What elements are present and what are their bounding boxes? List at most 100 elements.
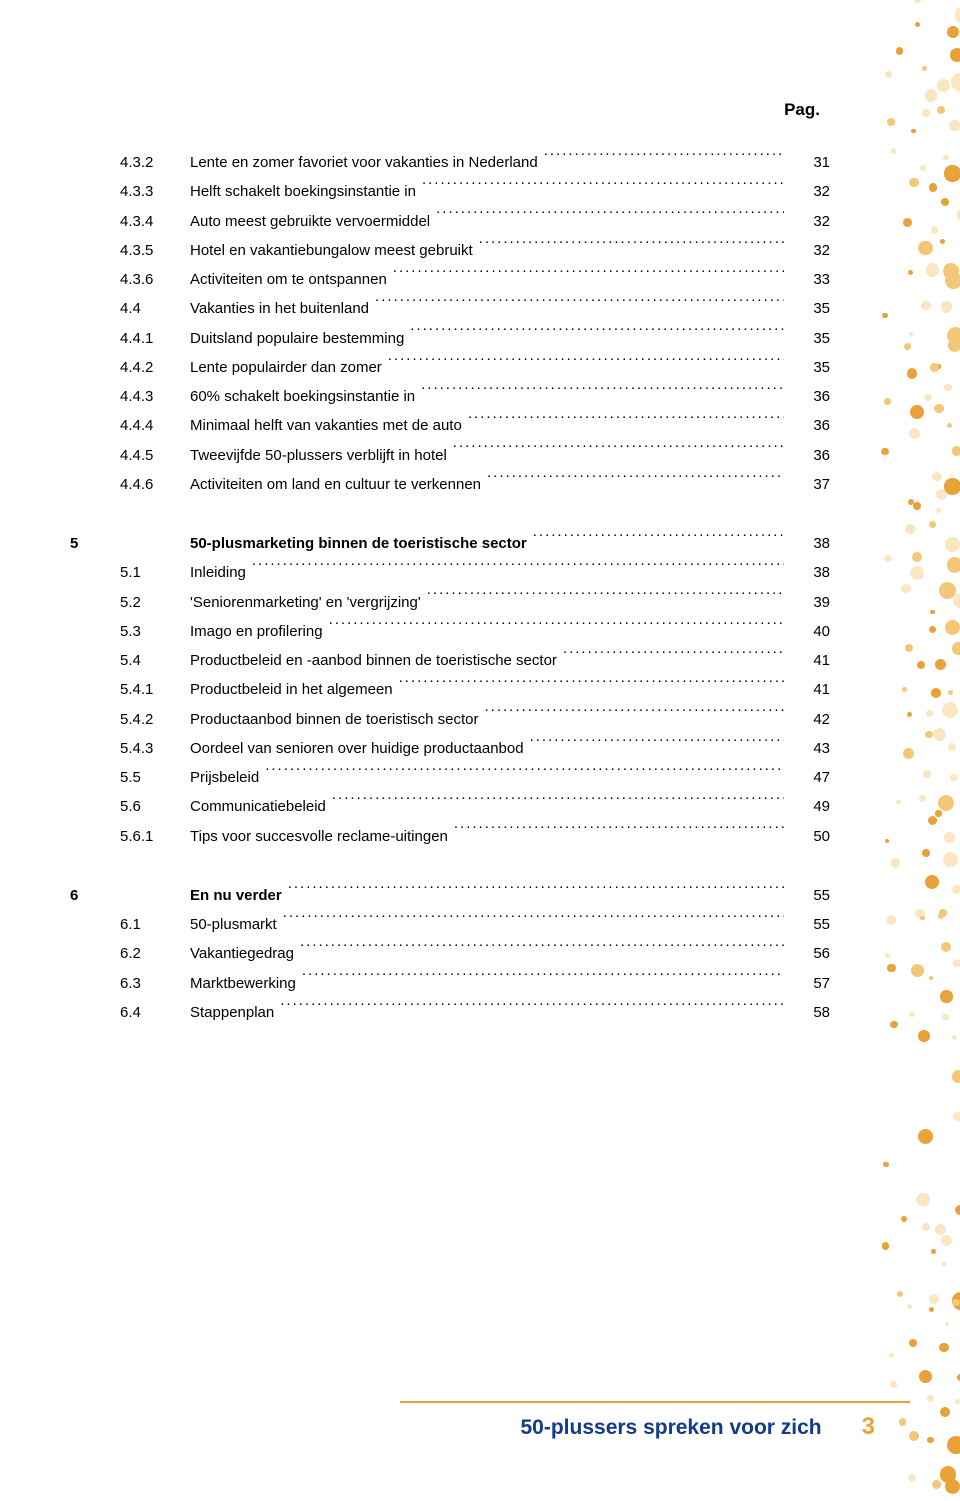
decorative-dot: [881, 448, 888, 455]
decorative-dot: [952, 885, 960, 893]
decorative-dot: [896, 47, 903, 54]
page-number: 47: [784, 763, 830, 792]
toc-row: 6.2Vakantiegedrag56: [70, 939, 830, 968]
toc-block: 6En nu verder556.150-plusmarkt556.2Vakan…: [70, 881, 830, 1027]
section-number: 4.3.3: [120, 177, 190, 206]
decorative-dot: [911, 129, 916, 134]
page-number: 32: [784, 207, 830, 236]
decorative-dot: [929, 626, 936, 633]
dot-leader: [427, 589, 784, 607]
section-title: Inleiding: [190, 558, 252, 587]
decorative-dot: [942, 702, 958, 718]
decorative-dot: [903, 218, 912, 227]
section-number: 5.5: [120, 763, 190, 792]
decorative-dot: [926, 710, 933, 717]
toc-row: 4.3.6Activiteiten om te ontspannen33: [70, 265, 830, 294]
decorative-dot: [952, 1035, 957, 1040]
dot-leader: [422, 178, 784, 196]
toc-row: 4.3.5Hotel en vakantiebungalow meest geb…: [70, 236, 830, 265]
decorative-dot: [923, 770, 931, 778]
section-title: Hotel en vakantiebungalow meest gebruikt: [190, 236, 479, 265]
page-number: 41: [784, 646, 830, 675]
decorative-dot: [889, 1353, 894, 1358]
section-number: 6.3: [120, 969, 190, 998]
decorative-dot: [935, 1224, 946, 1235]
decorative-dot: [925, 875, 939, 889]
section-number: 4.4.6: [120, 470, 190, 499]
page-number: 55: [784, 881, 830, 910]
decorative-dot: [939, 909, 947, 917]
page-number: 36: [784, 382, 830, 411]
decorative-dot: [921, 301, 931, 311]
toc-block: 4.3.2Lente en zomer favoriet voor vakant…: [70, 148, 830, 499]
dot-leader: [410, 325, 784, 343]
decorative-dot: [907, 1304, 912, 1309]
page-number: 32: [784, 236, 830, 265]
section-number: 5.6.1: [120, 822, 190, 851]
chapter-number: 6: [70, 881, 120, 910]
dot-leader: [453, 442, 784, 460]
footer-title: 50-plussers spreken voor zich: [521, 1416, 822, 1440]
toc-row: 5.5Prijsbeleid47: [70, 763, 830, 792]
decorative-dot: [943, 263, 959, 279]
dot-leader: [454, 823, 784, 841]
decorative-dot: [920, 165, 925, 170]
decorative-dot: [933, 728, 946, 741]
decorative-dot: [917, 661, 925, 669]
decorative-dot: [940, 239, 945, 244]
decorative-dot: [952, 1292, 960, 1309]
decorative-dot: [942, 1014, 949, 1021]
section-number: 4.3.6: [120, 265, 190, 294]
toc-row: 5.4.1Productbeleid in het algemeen41: [70, 675, 830, 704]
decorative-dot: [907, 712, 912, 717]
decorative-dot: [930, 363, 938, 371]
decorative-dot: [919, 795, 926, 802]
toc-row: 4.3.3Helft schakelt boekingsinstantie in…: [70, 177, 830, 206]
section-number: 4.4.3: [120, 382, 190, 411]
toc-row: 4.4Vakanties in het buitenland35: [70, 294, 830, 323]
page-number: 41: [784, 675, 830, 704]
decorative-dot: [931, 1249, 936, 1254]
section-title: Helft schakelt boekingsinstantie in: [190, 177, 422, 206]
decorative-dot: [929, 1294, 939, 1304]
section-title: Duitsland populaire bestemming: [190, 324, 410, 353]
page-number: 43: [784, 734, 830, 763]
toc-row: 4.4.5Tweevijfde 50-plussers verblijft in…: [70, 441, 830, 470]
decorative-dot: [910, 405, 924, 419]
decorative-dot: [952, 642, 960, 655]
section-title: Activiteiten om te ontspannen: [190, 265, 393, 294]
toc-row: 4.3.4Auto meest gebruikte vervoermiddel3…: [70, 207, 830, 236]
decorative-dot: [931, 226, 938, 233]
section-number: 4.3.4: [120, 207, 190, 236]
toc-row: 5.1Inleiding38: [70, 558, 830, 587]
dot-leader: [252, 559, 784, 577]
decorative-dot: [884, 555, 892, 563]
page-number: 49: [784, 792, 830, 821]
dot-leader: [421, 383, 784, 401]
decorative-dot: [945, 1322, 949, 1326]
decorative-dot: [949, 120, 960, 132]
decorative-dot: [897, 1291, 903, 1297]
decorative-dot: [952, 446, 960, 456]
section-title: 60% schakelt boekingsinstantie in: [190, 382, 421, 411]
section-number: 6.4: [120, 998, 190, 1027]
decorative-dot: [909, 1339, 917, 1347]
footer-divider: [400, 1401, 910, 1403]
decorative-dot: [904, 343, 911, 350]
toc-row: 550-plusmarketing binnen de toeristische…: [70, 529, 830, 558]
section-title: Tips voor succesvolle reclame-uitingen: [190, 822, 454, 851]
decorative-dot: [945, 537, 960, 552]
decorative-dot: [882, 1242, 890, 1250]
section-title: Productbeleid in het algemeen: [190, 675, 399, 704]
decorative-dot: [918, 1129, 933, 1144]
section-title: Vakanties in het buitenland: [190, 294, 375, 323]
decorative-dot: [934, 404, 944, 414]
decorative-dot: [941, 942, 951, 952]
section-title: 'Seniorenmarketing' en 'vergrijzing': [190, 588, 427, 617]
decorative-dot: [908, 1474, 916, 1482]
section-title: Vakantiegedrag: [190, 939, 300, 968]
decorative-dot: [909, 1012, 915, 1018]
decorative-dot: [911, 964, 924, 977]
decorative-dot: [925, 731, 933, 739]
decorative-dot: [940, 990, 952, 1002]
